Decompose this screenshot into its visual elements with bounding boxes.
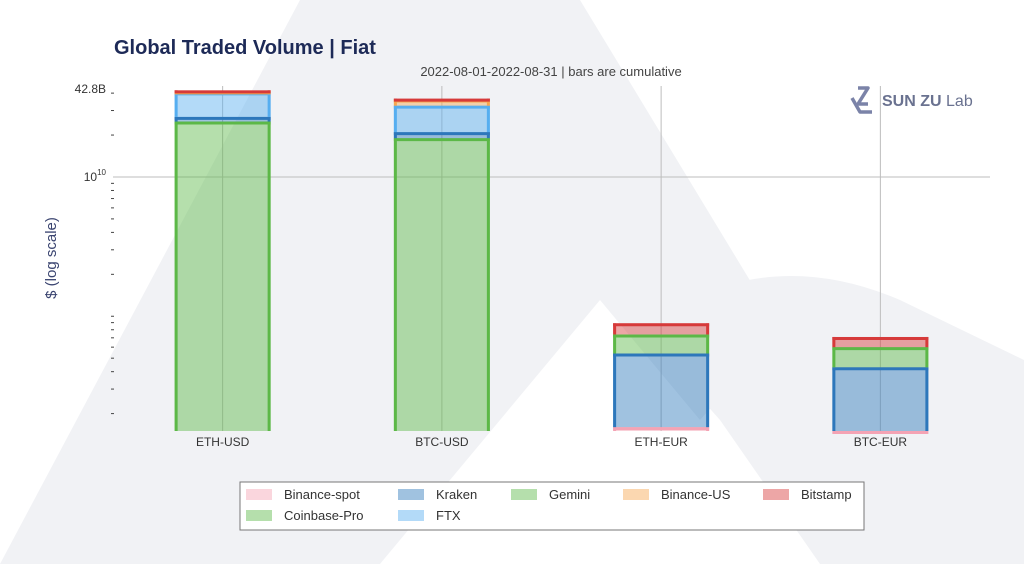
legend-item-kraken[interactable]: Kraken [398, 487, 477, 502]
legend-item-bitstamp[interactable]: Bitstamp [763, 487, 852, 502]
bar-eth-eur-binance-spot [613, 427, 710, 431]
y-tick-label: 42.8B [75, 82, 106, 96]
legend: Binance-spot Kraken Gemini Binance-US Bitsta… [239, 481, 865, 531]
bar-segment [832, 336, 929, 348]
legend-swatch [398, 489, 424, 500]
bar-segment [613, 323, 710, 335]
bar-eth-usd-bitstamp [174, 90, 271, 94]
legend-swatch [398, 510, 424, 521]
bar-segment [174, 121, 271, 431]
y-tick-label: 1010 [84, 168, 107, 184]
sunzu-logo-icon [850, 86, 872, 114]
brand-logo: SUN ZU Lab [850, 86, 973, 114]
chart-subtitle: 2022-08-01-2022-08-31 | bars are cumulat… [420, 64, 681, 79]
y-axis-ticks: 1010 42.8B [75, 82, 114, 415]
legend-swatch [246, 510, 272, 521]
legend-box [239, 481, 865, 531]
bar-btc-eur-binance-spot [832, 431, 929, 434]
grid [113, 86, 990, 431]
bar-btc-eur-kraken [832, 367, 929, 431]
legend-label: Binance-US [661, 487, 731, 502]
bar-segment [613, 334, 710, 354]
bar-segment [393, 105, 490, 133]
bar-btc-usd-coinbase-pro [393, 138, 490, 432]
bar-segment [613, 353, 710, 428]
bar-eth-usd-kraken [174, 116, 271, 122]
x-tick-label: BTC-EUR [854, 435, 908, 449]
legend-label: Kraken [436, 487, 477, 502]
legend-item-binance-us[interactable]: Binance-US [623, 487, 731, 502]
legend-item-coinbase-pro[interactable]: Coinbase-Pro [246, 508, 364, 523]
bar-btc-eur-bitstamp [832, 336, 929, 348]
bar-eth-usd-coinbase-pro [174, 121, 271, 431]
bars [174, 90, 929, 434]
legend-label: FTX [436, 508, 461, 523]
bar-segment [393, 99, 490, 106]
bar-btc-usd-kraken [393, 132, 490, 139]
legend-label: Coinbase-Pro [284, 508, 364, 523]
bar-eth-usd-ftx [174, 92, 271, 117]
legend-label: Binance-spot [284, 487, 360, 502]
legend-swatch [763, 489, 789, 500]
bar-btc-usd-bitstamp [393, 98, 490, 102]
brand-name: SUN ZU Lab [882, 93, 973, 110]
bar-eth-eur-gemini [613, 334, 710, 354]
bar-segment [832, 347, 929, 368]
bar-segment [393, 132, 490, 139]
x-axis-ticks: ETH-USD BTC-USD ETH-EUR BTC-EUR [196, 435, 907, 449]
legend-swatch [246, 489, 272, 500]
legend-item-binance-spot[interactable]: Binance-spot [246, 487, 360, 502]
bar-btc-eur-gemini [832, 347, 929, 368]
bar-segment [174, 92, 271, 117]
legend-swatch [511, 489, 537, 500]
x-tick-label: ETH-USD [196, 435, 250, 449]
legend-swatch [623, 489, 649, 500]
legend-item-ftx[interactable]: FTX [398, 508, 461, 523]
bar-eth-eur-bitstamp [613, 323, 710, 335]
legend-label: Gemini [549, 487, 590, 502]
chart-title: Global Traded Volume | Fiat [114, 37, 376, 59]
legend-label: Bitstamp [801, 487, 852, 502]
legend-item-gemini[interactable]: Gemini [511, 487, 590, 502]
watermark-shape-left [0, 0, 780, 564]
x-tick-label: ETH-EUR [634, 435, 688, 449]
bar-eth-eur-kraken [613, 353, 710, 428]
bar-btc-usd-ftx [393, 105, 490, 133]
x-tick-label: BTC-USD [415, 435, 469, 449]
bar-segment [832, 367, 929, 431]
y-axis-title: $ (log scale) [43, 217, 60, 299]
bar-segment [393, 138, 490, 432]
